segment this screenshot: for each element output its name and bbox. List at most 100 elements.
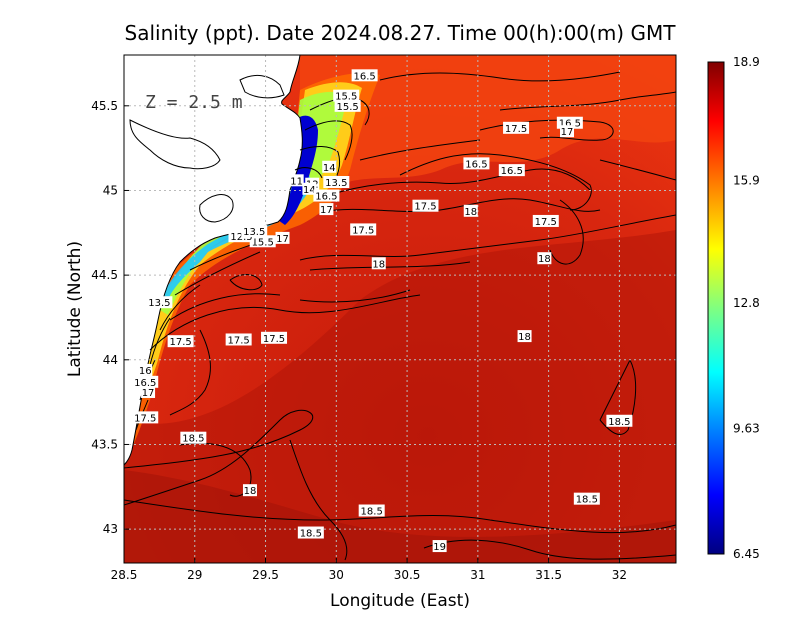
contour-label: 17.5 [350, 223, 377, 236]
colorbar-tick-label: 9.63 [733, 421, 760, 435]
x-tick-label: 30.5 [394, 568, 421, 582]
contour-label-box [225, 333, 252, 346]
contour-label-text: 15.5 [336, 102, 358, 113]
contour-label: 16 [138, 363, 153, 377]
contour-labels: 16.515.515.517.516.5171413.511121416.517… [132, 69, 633, 553]
contour-label: 17.5 [132, 411, 159, 424]
contour-label: 16.5 [463, 157, 490, 170]
contour-label-text: 17.5 [535, 217, 557, 228]
plot-frame [123, 54, 677, 564]
contour-label: 18 [371, 257, 386, 270]
x-tick-label: 29 [187, 568, 202, 582]
contour-label-text: 18.5 [608, 417, 630, 428]
contour-label-box [573, 492, 600, 505]
inland-lake [129, 119, 221, 170]
contour-label-text: 13.5 [243, 227, 265, 238]
contour-label-box [334, 99, 361, 112]
contour-label-text: 17.5 [169, 337, 191, 348]
contour-label-text: 19 [433, 542, 446, 553]
colorbar-tick-label: 12.8 [733, 296, 760, 310]
coast-detail-2 [239, 74, 285, 99]
contour-label-text: 18.5 [300, 529, 322, 540]
contour-label: 18.5 [573, 492, 600, 506]
contour-label: 14 [302, 182, 317, 196]
y-axis-ticks: 43 43.5 44 44.5 45 45.5 [91, 99, 129, 536]
contour-label: 18.5 [606, 414, 633, 428]
contour-label: 15.5 [249, 235, 276, 248]
contour-label: 18.5 [297, 526, 324, 540]
colorbar-tick-label: 18.9 [733, 55, 760, 69]
contour-label: 11 [289, 174, 304, 187]
contour-label-box [560, 125, 575, 138]
contour-label-box [132, 411, 159, 424]
contour-label-text: 17.5 [352, 225, 374, 236]
contour-label-box [261, 331, 288, 344]
colorbar-tick-label: 6.45 [733, 547, 760, 561]
contour-label-text: 16.5 [353, 71, 375, 82]
y-tick-label: 43.5 [91, 437, 118, 451]
north-orange-zone [300, 55, 676, 195]
contour-label-text: 14 [323, 163, 336, 174]
contour-label-box [371, 257, 386, 270]
contour-label-text: 18 [464, 207, 477, 218]
contour-label: 17 [560, 125, 575, 138]
x-axis-ticks: 28.5 29 29.5 30 30.5 31 31.5 32 [111, 558, 627, 582]
contour-label-box [319, 203, 334, 216]
contour-label: 17 [319, 203, 334, 216]
x-tick-label: 31.5 [535, 568, 562, 582]
contour-label-box [532, 214, 559, 227]
contour-label-text: 17 [561, 127, 574, 138]
contour-label: 18.5 [180, 431, 207, 445]
contour-label-text: 16.5 [134, 378, 156, 389]
contour-label-box [297, 526, 324, 539]
plot-area [124, 55, 676, 563]
depth-label: Z = 2.5 m [145, 92, 243, 113]
y-tick-label: 45.5 [91, 99, 118, 113]
contour-label-box [498, 164, 525, 177]
contour-label: 18 [463, 204, 478, 218]
contour-label-box [322, 160, 337, 173]
southwest-dark-zone [124, 470, 676, 563]
contour-label-box [146, 296, 173, 309]
contour-label-text: 16 [139, 366, 152, 377]
contour-label-box [242, 484, 257, 497]
x-tick-label: 29.5 [252, 568, 279, 582]
contour-label-box [537, 252, 552, 265]
contour-label-text: 11 [290, 176, 303, 187]
y-tick-label: 45 [103, 183, 118, 197]
contour-label: 17.5 [503, 121, 530, 135]
contour-label: 17.5 [532, 214, 559, 228]
contour-label: 18 [517, 330, 532, 343]
contour-label: 17.5 [261, 331, 288, 345]
contour-label: 17 [275, 231, 290, 245]
contour-label: 17.5 [167, 335, 194, 348]
contour-label-box [412, 199, 439, 212]
y-tick-label: 44 [103, 353, 118, 367]
contour-label-box [463, 204, 478, 217]
x-tick-label: 32 [612, 568, 627, 582]
contour-label: 13.5 [323, 176, 350, 189]
contour-label: 16.5 [351, 69, 378, 82]
contour-label-box [463, 157, 490, 170]
contour-label-text: 17.5 [134, 413, 156, 424]
colorbar-tick-label: 15.9 [733, 174, 760, 188]
contour-label-box [302, 182, 317, 195]
contour-label: 19 [432, 540, 447, 553]
contour-label-text: 17.5 [263, 334, 285, 345]
contour-label-box [249, 235, 276, 248]
contour-label-box [141, 385, 156, 398]
contour-label-text: 17 [276, 234, 289, 245]
contour-label-text: 16.5 [501, 166, 523, 177]
contour-label: 18.5 [358, 504, 385, 518]
contour-label-text: 15.5 [252, 237, 274, 248]
contour-label-text: 13.5 [148, 298, 170, 309]
contour-label-box [289, 174, 304, 187]
contour-label: 16.5 [132, 375, 159, 389]
contour-label: 15.5 [334, 99, 361, 113]
contour-label-text: 18 [372, 259, 385, 270]
contour-label-text: 17 [142, 388, 155, 399]
chart-title: Salinity (ppt). Date 2024.08.27. Time 00… [125, 21, 677, 45]
x-tick-label: 31 [470, 568, 485, 582]
contour-label-text: 17.5 [505, 124, 527, 135]
